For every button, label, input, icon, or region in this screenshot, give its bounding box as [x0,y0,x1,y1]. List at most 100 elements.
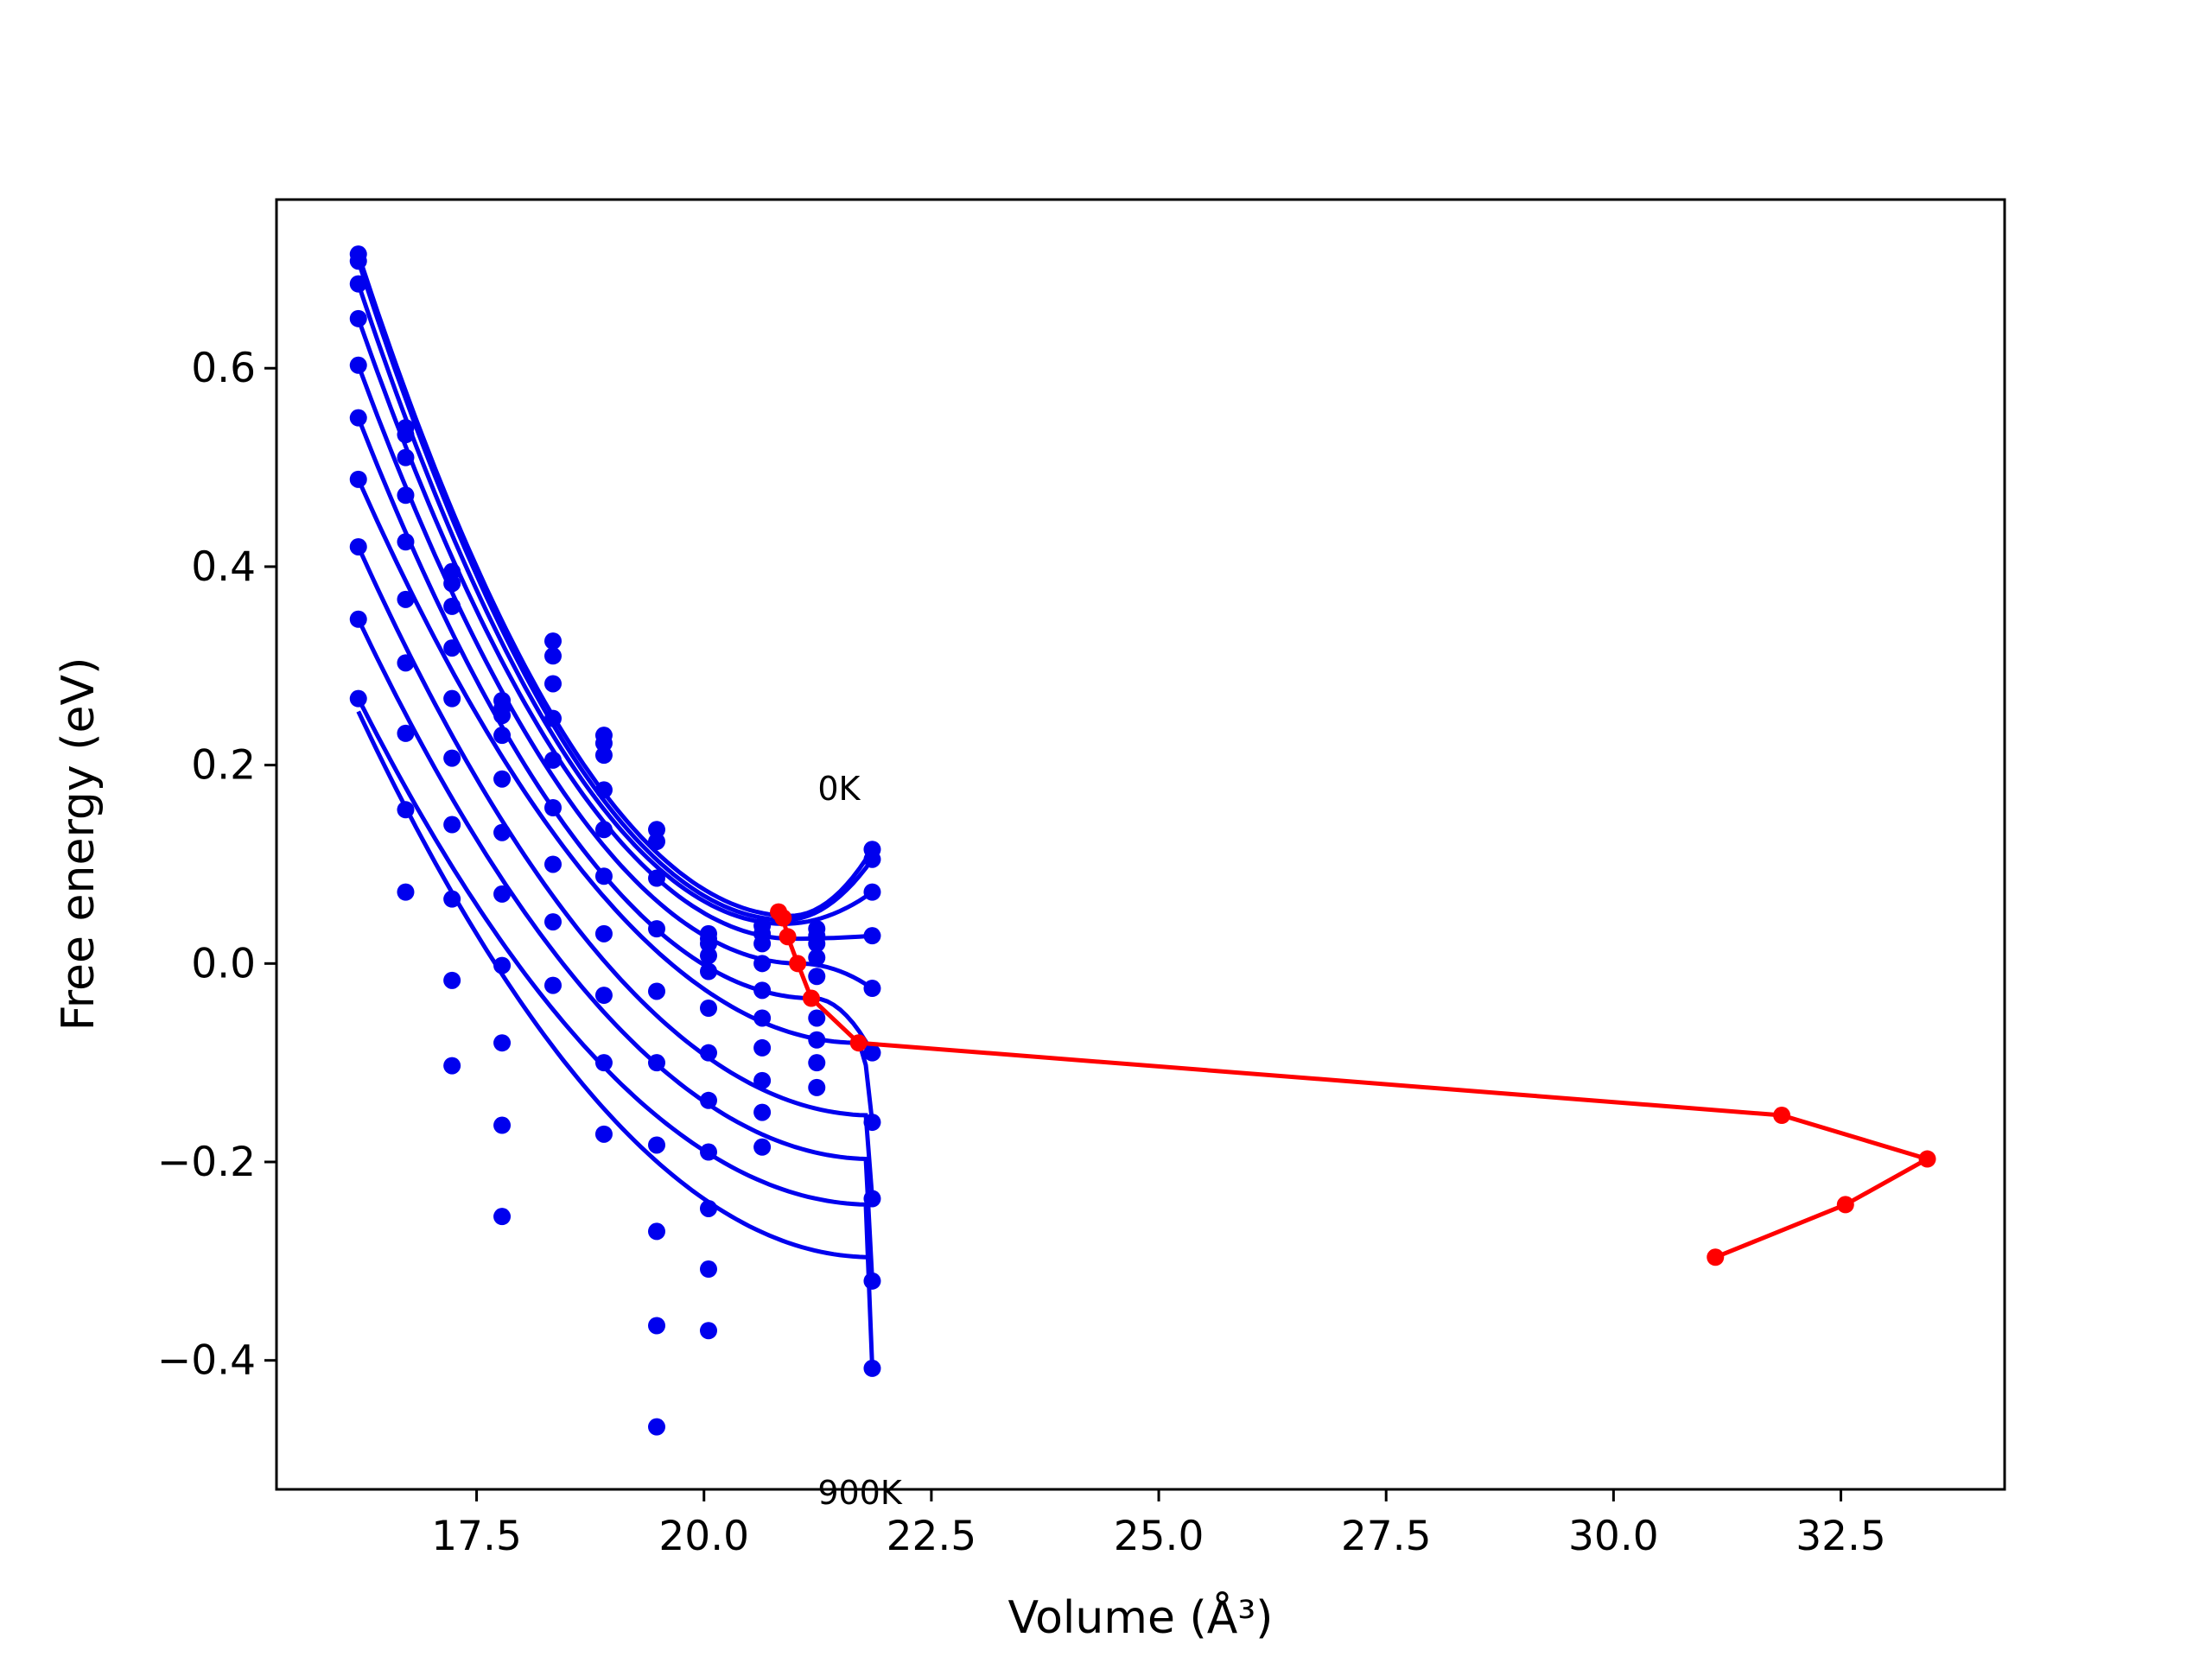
x-tick-label: 22.5 [887,1513,977,1560]
y-tick-label: 0.2 [191,742,256,790]
data-point [544,855,562,873]
data-point [594,734,613,752]
data-point [700,1199,717,1217]
data-point [493,885,512,903]
fit-curve-10 [356,710,873,1260]
data-point [349,356,367,374]
data-point [544,913,562,931]
data-point [443,597,461,615]
data-point [594,821,613,839]
x-axis-ticks: 17.5 20.0 22.5 25.0 27.5 30.0 32.5 [431,1489,1886,1560]
data-point [349,610,367,628]
data-point [863,1114,881,1132]
minimum-path-point [1836,1196,1854,1214]
data-point [700,1260,717,1279]
x-tick-label: 30.0 [1568,1513,1659,1560]
data-point [594,867,613,885]
minimum-path-point [789,955,807,973]
data-point [863,980,881,998]
minimum-path-line [777,911,1933,1260]
y-tick-label: −0.4 [157,1337,256,1385]
data-point [753,1038,772,1057]
data-point [594,987,613,1005]
data-point [443,816,461,834]
data-point [349,309,367,327]
y-tick-label: −0.2 [157,1139,256,1186]
data-point [493,770,512,788]
data-point [753,1103,772,1121]
data-point [443,562,461,581]
data-point [397,801,415,819]
data-point [700,962,717,981]
data-point [700,1044,717,1062]
data-point [443,1057,461,1075]
data-point [648,821,665,839]
data-point [443,639,461,657]
data-point [753,935,772,953]
data-point [753,1009,772,1027]
data-point [808,1031,826,1049]
x-tick-label: 20.0 [658,1513,749,1560]
data-point [397,654,415,672]
data-point [648,1317,665,1335]
data-point [397,486,415,505]
x-tick-label: 25.0 [1114,1513,1205,1560]
data-point [808,949,826,967]
data-point [863,1272,881,1290]
data-point [594,924,613,943]
data-point [648,833,665,851]
data-point [753,1138,772,1156]
data-point [443,574,461,593]
data-point [808,1009,826,1027]
minimum-path-point [1707,1248,1725,1266]
data-point [863,927,881,945]
data-point [493,707,512,725]
y-tick-label: 0.4 [191,543,256,591]
data-point [753,981,772,1000]
data-point [544,675,562,693]
minimum-path-point [774,909,792,927]
fit-curve-7 [356,545,874,1199]
data-point [700,947,717,965]
data-point [397,724,415,742]
data-point [493,823,512,841]
data-point [700,935,717,953]
data-point [493,1116,512,1134]
annotations: 0K 900K [817,770,903,1512]
minimum-path-point [802,989,820,1007]
y-tick-label: 0.6 [191,345,256,392]
data-point [808,1054,826,1072]
data-point [753,1071,772,1089]
annotation-label: 900K [817,1474,903,1512]
data-point [648,1136,665,1154]
plot-frame [275,198,2006,1491]
data-point [443,890,461,908]
fit-curves [356,253,874,1368]
x-tick-label: 17.5 [431,1513,522,1560]
y-axis-label: Free energy (eV) [53,657,105,1031]
data-point [544,976,562,994]
data-point [443,971,461,989]
data-point [493,1034,512,1052]
data-point [700,1091,717,1109]
data-point [493,956,512,974]
data-point [863,1044,881,1062]
fit-curve-9 [356,697,874,1368]
data-point [594,781,613,799]
data-point [397,590,415,608]
data-point [349,275,367,293]
data-point [349,252,367,270]
fit-curve-8 [356,618,874,1281]
data-point [544,751,562,769]
data-point [863,1190,881,1208]
fit-curve-6 [356,478,874,1123]
data-point [544,709,562,727]
data-point [397,426,415,444]
minimum-path [770,903,1936,1266]
minimum-path-point [1773,1107,1791,1125]
data-point [443,689,461,708]
y-axis-ticks: −0.4 −0.2 0.0 0.2 0.4 0.6 [157,345,276,1385]
data-point [863,883,881,901]
